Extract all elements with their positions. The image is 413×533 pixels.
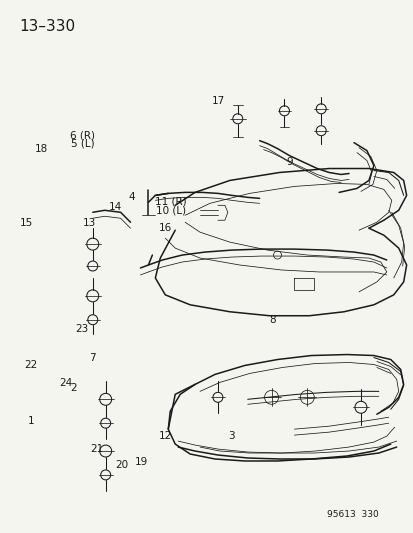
Text: 18: 18 [35, 144, 48, 154]
Text: 22: 22 [24, 360, 38, 369]
Text: 17: 17 [211, 96, 225, 106]
Text: 6 (R): 6 (R) [70, 130, 95, 140]
Text: 21: 21 [90, 445, 104, 455]
Text: 10 (L): 10 (L) [155, 206, 185, 216]
Text: 9: 9 [285, 157, 292, 166]
Text: 12: 12 [158, 431, 171, 441]
Text: 19: 19 [134, 457, 147, 466]
Text: 8: 8 [269, 314, 275, 325]
Text: 15: 15 [20, 218, 33, 228]
Text: 3: 3 [228, 431, 235, 441]
Text: 24: 24 [59, 378, 73, 388]
Text: 16: 16 [158, 223, 171, 233]
Text: 20: 20 [115, 461, 128, 470]
Text: 14: 14 [109, 202, 122, 212]
Text: 5 (L): 5 (L) [71, 139, 95, 149]
Text: 2: 2 [70, 383, 76, 393]
Text: 7: 7 [89, 353, 96, 362]
Text: 23: 23 [75, 324, 88, 334]
Text: 95613  330: 95613 330 [326, 510, 378, 519]
Text: 13: 13 [83, 218, 96, 228]
Text: 13–330: 13–330 [19, 19, 75, 34]
Text: 11 (R): 11 (R) [154, 197, 186, 207]
Text: 4: 4 [128, 191, 135, 201]
Text: 1: 1 [28, 416, 34, 426]
